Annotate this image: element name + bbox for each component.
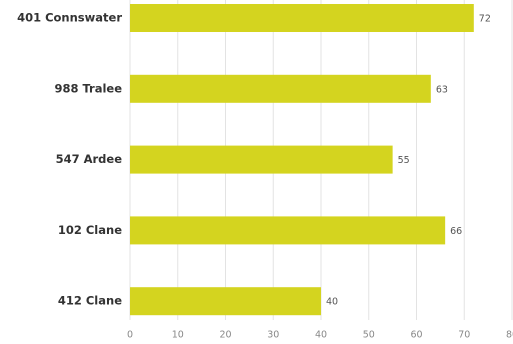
x-tick-label: 0: [127, 330, 133, 341]
bar: [130, 287, 321, 316]
category-label: 102 Clane: [58, 223, 122, 237]
category-label: 988 Tralee: [54, 81, 122, 95]
value-label: 72: [479, 14, 491, 25]
x-tick-label: 20: [219, 330, 231, 341]
x-tick-label: 80: [506, 330, 513, 341]
x-tick-label: 60: [410, 330, 422, 341]
value-label: 40: [326, 297, 338, 308]
bar: [130, 74, 431, 103]
x-tick-label: 30: [267, 330, 279, 341]
x-tick-label: 10: [172, 330, 184, 341]
value-label: 55: [398, 155, 410, 166]
x-tick-label: 70: [458, 330, 470, 341]
value-label: 66: [450, 226, 462, 237]
bar: [130, 4, 474, 32]
x-tick-label: 40: [315, 330, 327, 341]
bar: [130, 216, 446, 245]
category-label: 401 Connswater: [17, 11, 122, 25]
bar: [130, 145, 393, 174]
category-label: 547 Ardee: [56, 152, 123, 166]
category-label: 412 Clane: [58, 294, 122, 308]
x-tick-label: 50: [363, 330, 375, 341]
value-label: 63: [436, 84, 448, 95]
